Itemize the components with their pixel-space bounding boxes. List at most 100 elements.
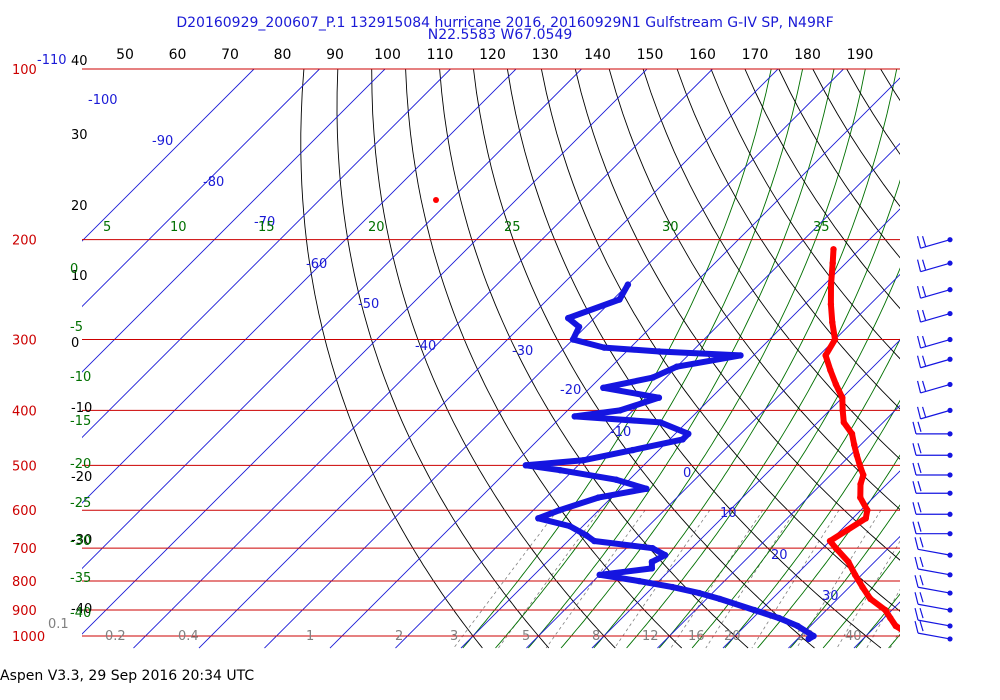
top-axis-tick-label: 50 (116, 47, 134, 63)
isotherm-label: -100 (88, 93, 118, 108)
temperature-point (839, 394, 846, 401)
temperature-point (830, 246, 837, 253)
mixing-ratio-label: 12 (642, 629, 659, 644)
isotherm-label: 0 (683, 466, 691, 481)
dewpoint-point (775, 614, 783, 622)
moist-adiabat-label: 15 (258, 220, 275, 235)
moist-left-label: -10 (70, 370, 91, 385)
wind-barb-flag (916, 259, 922, 272)
mixing-ratio-label: 20 (724, 629, 741, 644)
height-tick-label: 10 (71, 269, 88, 284)
wind-barb-flag (914, 592, 919, 605)
dry-adiabat-line (915, 69, 1000, 648)
moist-adiabat-line (789, 504, 900, 649)
height-tick-label: 40 (71, 54, 88, 69)
dewpoint-point (595, 494, 602, 501)
pressure-tick-label: 600 (12, 504, 37, 519)
mixing-ratio-label: 40 (845, 629, 862, 644)
dry-adiabat-line (744, 69, 900, 310)
temperature-point (822, 352, 829, 359)
isotherm-line (133, 69, 713, 649)
wind-barb-staff (920, 262, 951, 273)
isotherm-label: -40 (415, 339, 436, 354)
temperature-point (829, 319, 836, 326)
mixing-ratio-line (614, 509, 711, 649)
top-axis-tick-label: 190 (847, 47, 874, 63)
dry-adiabat-line (439, 69, 749, 649)
isotherm-label: -20 (560, 383, 581, 398)
moist-adiabat-line (987, 69, 1000, 648)
wind-barb-flag (917, 462, 922, 474)
isotherm-line (82, 69, 582, 570)
isotherm-line (82, 69, 255, 242)
isotherm-line (82, 69, 320, 308)
dewpoint-point (669, 583, 676, 591)
dewpoint-point (601, 344, 608, 351)
moist-left-label: -5 (70, 320, 83, 335)
dewpoint-point (679, 436, 686, 443)
temperature-point (848, 430, 856, 437)
wind-barb-flag (912, 502, 917, 515)
pressure-tick-label: 400 (12, 404, 37, 419)
moist-adiabat-label: 20 (368, 220, 385, 235)
moist-adiabat-line (462, 69, 772, 649)
temperature-point (840, 419, 847, 426)
wind-barb-flag (916, 355, 922, 368)
dewpoint-point (565, 314, 572, 322)
mixing-ratio-line (453, 509, 558, 649)
dry-adiabat-line (405, 69, 683, 649)
wind-barb-flag (914, 575, 919, 588)
pressure-tick-label: 1000 (12, 630, 45, 645)
moist-adiabat-line (527, 69, 835, 649)
top-axis-tick-label: 60 (169, 47, 187, 63)
dewpoint-point (643, 485, 650, 492)
temperature-point (853, 452, 860, 459)
mixing-ratio-line (927, 510, 1000, 648)
mixing-ratio-line (498, 509, 601, 649)
temperature-outlier-point (433, 197, 439, 203)
wind-barb-flag (914, 537, 919, 550)
wind-barb-flag (921, 259, 927, 270)
wind-barb-staff (917, 548, 951, 556)
isotherm-label: 20 (771, 548, 788, 563)
top-axis-tick-label: 100 (374, 47, 401, 63)
temperature-point (839, 407, 846, 414)
temperature-point (829, 260, 836, 267)
temperature-point (867, 595, 874, 603)
height-tick-label: 0 (71, 336, 79, 351)
isotherm-label: -30 (512, 344, 533, 359)
dewpoint-point (673, 363, 680, 370)
isotherm-label: -80 (203, 175, 224, 190)
temperature-point (857, 481, 864, 488)
mixing-ratio-line (866, 588, 900, 649)
height-tick-label: -40 (71, 602, 92, 617)
height-tick-label: -30 (71, 533, 92, 548)
isotherm-line (82, 69, 451, 439)
moist-left-label: -20 (70, 457, 91, 472)
dewpoint-point (613, 476, 620, 483)
wind-barb-flag (912, 462, 917, 476)
chart-title: D20160929_200607_P.1 132915084 hurricane… (176, 15, 834, 31)
isotherm-line (722, 470, 900, 649)
moist-left-label: -35 (70, 571, 91, 586)
wind-barb-staff (917, 632, 951, 640)
moist-adiabat-line (954, 69, 1000, 648)
mixing-ratio-label: 1 (306, 629, 314, 644)
wind-barb-flag (921, 335, 927, 347)
dry-adiabat-line (710, 69, 900, 360)
wind-barb-flag (921, 406, 927, 418)
isotherm-line (82, 69, 386, 373)
dry-adiabat-line (608, 69, 900, 511)
dewpoint-point (522, 462, 529, 469)
dewpoint-point (566, 522, 573, 530)
wind-barb-flag (919, 537, 924, 548)
wind-barb-flag (914, 607, 919, 621)
dewpoint-point (569, 336, 577, 343)
height-tick-label: 30 (71, 128, 88, 143)
dewpoint-point (737, 352, 744, 359)
isotherm-line (919, 69, 1000, 648)
top-axis-tick-label: 170 (742, 47, 769, 63)
dewpoint-point (648, 565, 656, 572)
wind-barb-flag (912, 443, 917, 456)
isotherm-line (82, 69, 648, 635)
